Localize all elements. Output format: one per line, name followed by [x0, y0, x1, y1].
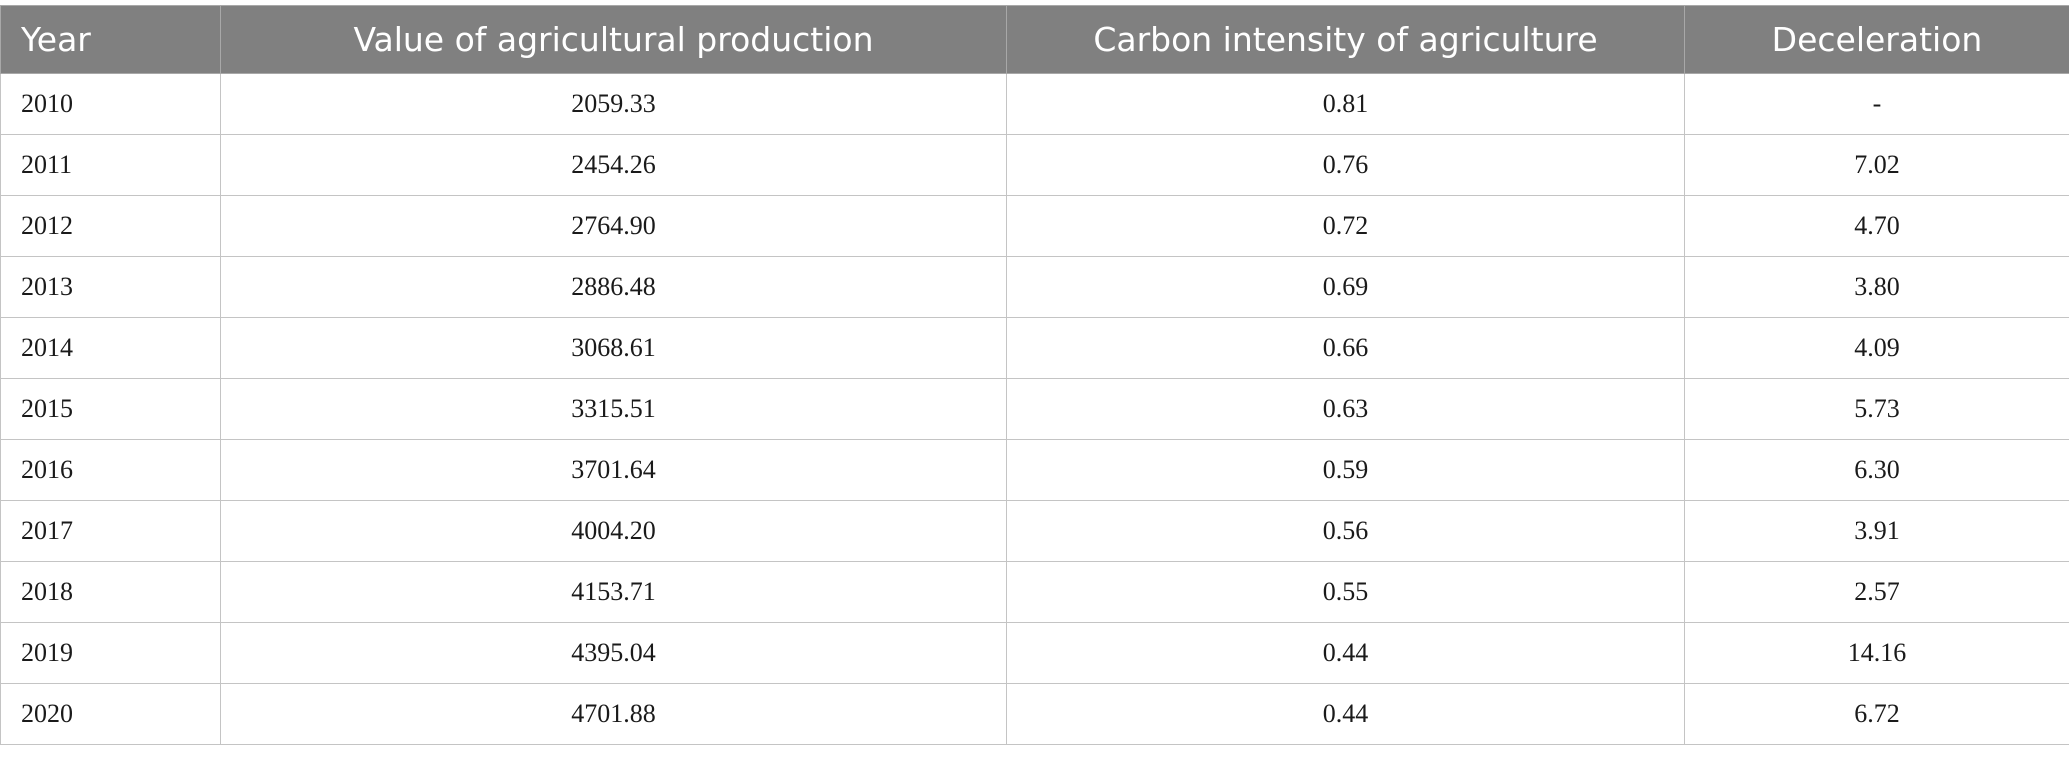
- cell-value: 2764.90: [220, 195, 1007, 257]
- cell-value: 4153.71: [220, 561, 1007, 623]
- cell-carbon-intensity: 0.69: [1006, 256, 1685, 318]
- cell-carbon-intensity: 0.72: [1006, 195, 1685, 257]
- cell-carbon-intensity: 0.44: [1006, 622, 1685, 684]
- cell-year: 2016: [0, 439, 221, 501]
- cell-year: 2014: [0, 317, 221, 379]
- table-row: 2017 4004.20 0.56 3.91: [0, 500, 2069, 562]
- data-table-container: Year Value of agricultural production Ca…: [0, 5, 2069, 745]
- cell-year: 2019: [0, 622, 221, 684]
- cell-deceleration: 7.02: [1684, 134, 2069, 196]
- cell-year: 2015: [0, 378, 221, 440]
- table-row: 2012 2764.90 0.72 4.70: [0, 195, 2069, 257]
- cell-carbon-intensity: 0.81: [1006, 73, 1685, 135]
- cell-year: 2010: [0, 73, 221, 135]
- cell-carbon-intensity: 0.66: [1006, 317, 1685, 379]
- cell-carbon-intensity: 0.56: [1006, 500, 1685, 562]
- data-table: Year Value of agricultural production Ca…: [0, 5, 2069, 745]
- table-row: 2011 2454.26 0.76 7.02: [0, 134, 2069, 196]
- cell-deceleration: 4.70: [1684, 195, 2069, 257]
- column-header-year: Year: [0, 5, 221, 74]
- cell-year: 2017: [0, 500, 221, 562]
- cell-deceleration: 3.80: [1684, 256, 2069, 318]
- cell-value: 4004.20: [220, 500, 1007, 562]
- cell-deceleration: 6.30: [1684, 439, 2069, 501]
- table-row: 2020 4701.88 0.44 6.72: [0, 683, 2069, 745]
- cell-deceleration: 2.57: [1684, 561, 2069, 623]
- cell-deceleration: 14.16: [1684, 622, 2069, 684]
- cell-carbon-intensity: 0.76: [1006, 134, 1685, 196]
- cell-year: 2020: [0, 683, 221, 745]
- cell-deceleration: 6.72: [1684, 683, 2069, 745]
- cell-year: 2011: [0, 134, 221, 196]
- cell-value: 3068.61: [220, 317, 1007, 379]
- cell-deceleration: 5.73: [1684, 378, 2069, 440]
- column-header-deceleration: Deceleration: [1684, 5, 2069, 74]
- cell-carbon-intensity: 0.55: [1006, 561, 1685, 623]
- table-row: 2010 2059.33 0.81 -: [0, 73, 2069, 135]
- cell-carbon-intensity: 0.44: [1006, 683, 1685, 745]
- cell-carbon-intensity: 0.59: [1006, 439, 1685, 501]
- cell-value: 4701.88: [220, 683, 1007, 745]
- cell-carbon-intensity: 0.63: [1006, 378, 1685, 440]
- table-row: 2014 3068.61 0.66 4.09: [0, 317, 2069, 379]
- table-row: 2019 4395.04 0.44 14.16: [0, 622, 2069, 684]
- column-header-value: Value of agricultural production: [220, 5, 1007, 74]
- cell-value: 4395.04: [220, 622, 1007, 684]
- cell-year: 2018: [0, 561, 221, 623]
- header-row: Year Value of agricultural production Ca…: [0, 5, 2069, 74]
- cell-deceleration: 3.91: [1684, 500, 2069, 562]
- cell-year: 2012: [0, 195, 221, 257]
- table-header: Year Value of agricultural production Ca…: [0, 5, 2069, 74]
- table-body: 2010 2059.33 0.81 - 2011 2454.26 0.76 7.…: [0, 73, 2069, 745]
- table-row: 2018 4153.71 0.55 2.57: [0, 561, 2069, 623]
- cell-value: 3315.51: [220, 378, 1007, 440]
- column-header-carbon-intensity: Carbon intensity of agriculture: [1006, 5, 1685, 74]
- table-row: 2016 3701.64 0.59 6.30: [0, 439, 2069, 501]
- cell-value: 2059.33: [220, 73, 1007, 135]
- table-row: 2015 3315.51 0.63 5.73: [0, 378, 2069, 440]
- cell-value: 2886.48: [220, 256, 1007, 318]
- cell-year: 2013: [0, 256, 221, 318]
- cell-value: 2454.26: [220, 134, 1007, 196]
- table-row: 2013 2886.48 0.69 3.80: [0, 256, 2069, 318]
- cell-deceleration: -: [1684, 73, 2069, 135]
- cell-deceleration: 4.09: [1684, 317, 2069, 379]
- cell-value: 3701.64: [220, 439, 1007, 501]
